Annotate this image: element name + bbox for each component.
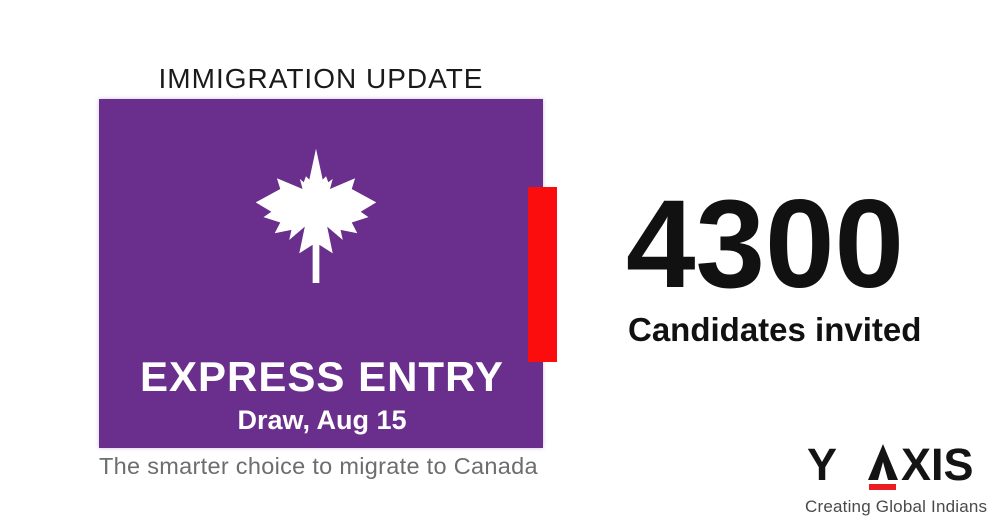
svg-text:Y: Y — [807, 441, 837, 490]
svg-text:XIS: XIS — [901, 441, 974, 490]
